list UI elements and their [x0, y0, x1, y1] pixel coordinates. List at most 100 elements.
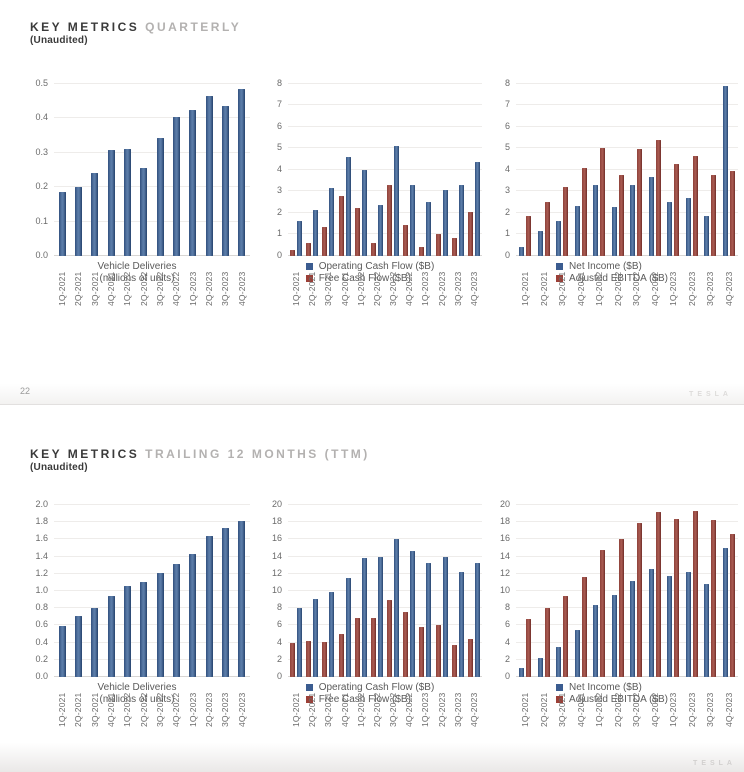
y-axis: 0 2 4 6 8 10 12 14 16 18 20 — [258, 500, 288, 681]
plot: 1Q-2021 2Q-2021 3Q-2021 4Q-2021 1Q-2022 2Q-20… — [54, 504, 250, 727]
x-tick-label: 4Q-2021 — [575, 692, 586, 727]
bar-group — [704, 505, 717, 677]
legend-item: Net Income ($B) — [556, 682, 668, 694]
bar-red-adjusted-ebitda-b — [581, 577, 587, 677]
chart-quarterly-net-income-ebitda: 0 1 2 3 4 5 6 7 8 1Q-2021 2Q-2021 3Q-2021 4Q-2021 1Q-… — [486, 79, 738, 306]
bar-red-free-cash-flow-b — [435, 234, 441, 256]
grid-line — [54, 504, 250, 505]
y-tick-label: 0.0 — [35, 671, 48, 681]
bar-group — [205, 84, 213, 256]
x-tick-label: 1Q-2023 — [668, 692, 679, 727]
category-column: 4Q-2023 — [720, 84, 739, 306]
x-tick-label: 2Q-2023 — [686, 271, 697, 306]
grid-line — [288, 573, 482, 574]
x-tick-label: 2Q-2022 — [371, 692, 382, 727]
chart-axis-title: Vehicle Deliveries (millions of units) — [24, 682, 250, 706]
bar-red-free-cash-flow-b — [338, 634, 344, 677]
bar-group — [685, 84, 698, 256]
bar-red-free-cash-flow-b — [322, 642, 328, 677]
bar-blue-vehicle-deliveries — [205, 536, 213, 677]
y-tick-label: 10 — [271, 585, 282, 595]
category-column: 2Q-2021 — [535, 84, 554, 306]
y-tick-label: 5 — [276, 142, 282, 152]
legend-item: Free Cash Flow ($B) — [305, 694, 435, 706]
legend-swatch-red — [556, 274, 564, 282]
bar-blue-operating-cash-flow-b — [361, 558, 367, 677]
y-tick-label: 1.0 — [35, 585, 48, 595]
slide-subtitle: (Unaudited) — [30, 35, 88, 46]
bar-red-free-cash-flow-b — [338, 196, 344, 256]
category-column: 3Q-2023 — [450, 505, 466, 727]
bar-red-adjusted-ebitda-b — [729, 534, 735, 677]
bar-group — [704, 84, 717, 256]
bar-blue-operating-cash-flow-b — [313, 599, 319, 677]
bar-blue-vehicle-deliveries — [221, 528, 229, 677]
bar-blue-operating-cash-flow-b — [394, 146, 400, 256]
category-column: 4Q-2022 — [646, 505, 665, 727]
x-tick-label: 1Q-2023 — [420, 692, 431, 727]
bar-red-free-cash-flow-b — [306, 641, 312, 677]
plot: 1Q-2021 2Q-2021 3Q-2021 4Q-2021 1Q-2022 2Q-20… — [516, 83, 738, 306]
category-column: 3Q-2022 — [627, 84, 646, 306]
x-tick-label: 3Q-2023 — [220, 692, 231, 727]
bar-blue-net-income-b — [704, 584, 710, 677]
grid-line — [516, 504, 738, 505]
bar-group — [630, 84, 643, 256]
legend-label: Net Income ($B) — [569, 682, 642, 693]
bar-blue-operating-cash-flow-b — [329, 188, 335, 256]
bar-red-free-cash-flow-b — [419, 627, 425, 677]
y-tick-label: 0.8 — [35, 602, 48, 612]
grid-line — [288, 590, 482, 591]
legend-swatch-red — [305, 274, 313, 282]
bar-red-free-cash-flow-b — [354, 208, 360, 256]
category-column: 4Q-2021 — [572, 84, 591, 306]
chart-legend: Operating Cash Flow ($B) Free Cash Flow (… — [305, 261, 434, 284]
bar-group — [322, 505, 335, 677]
category-column: 2Q-2021 — [535, 505, 554, 727]
y-tick-label: 16 — [271, 533, 282, 543]
bar-blue-net-income-b — [648, 177, 654, 256]
grid-line — [54, 538, 250, 539]
bar-blue-vehicle-deliveries — [205, 96, 213, 256]
legend-swatch-blue — [305, 684, 313, 692]
x-tick-label: 3Q-2021 — [557, 271, 568, 306]
bar-blue-operating-cash-flow-b — [442, 557, 448, 677]
category-column: 4Q-2021 — [572, 505, 591, 727]
x-tick-label: 1Q-2023 — [668, 271, 679, 306]
x-tick-label: 2Q-2023 — [436, 271, 447, 306]
x-tick-label: 2Q-2021 — [538, 692, 549, 727]
grid-line — [516, 212, 738, 213]
category-column: 3Q-2023 — [701, 84, 720, 306]
x-tick-label: 4Q-2021 — [339, 692, 350, 727]
grid-line — [288, 538, 482, 539]
x-tick-label: 4Q-2023 — [723, 271, 734, 306]
category-column: 2Q-2023 — [201, 505, 217, 727]
bar-group — [58, 505, 66, 677]
bar-blue-vehicle-deliveries — [91, 173, 99, 256]
x-axis-line — [516, 255, 738, 256]
bar-blue-vehicle-deliveries — [172, 117, 180, 256]
bar-blue-net-income-b — [722, 86, 728, 256]
grid-line — [516, 642, 738, 643]
y-tick-label: 1.2 — [35, 568, 48, 578]
grid-line — [516, 233, 738, 234]
bar-group — [451, 505, 464, 677]
bar-group — [189, 84, 197, 256]
bar-group — [451, 84, 464, 256]
x-tick-label: 4Q-2021 — [106, 271, 117, 306]
bar-red-adjusted-ebitda-b — [674, 164, 680, 256]
legend-label: Adjusted EBITDA ($B) — [569, 693, 668, 705]
bar-blue-net-income-b — [722, 548, 728, 677]
bar-group — [123, 84, 131, 256]
y-tick-label: 2 — [504, 207, 510, 217]
y-axis: 0.0 0.2 0.4 0.6 0.8 1.0 1.2 1.4 1.6 1.8 2.0 — [24, 500, 54, 681]
x-tick-label: 3Q-2023 — [220, 271, 231, 306]
page-number: 22 — [20, 386, 31, 396]
grid-line — [54, 607, 250, 608]
category-column: 3Q-2022 — [152, 505, 168, 727]
bar-blue-vehicle-deliveries — [140, 582, 148, 677]
bar-red-free-cash-flow-b — [290, 643, 296, 677]
x-tick-label: 2Q-2022 — [138, 271, 149, 306]
bar-red-free-cash-flow-b — [451, 238, 457, 256]
category-column: 2Q-2021 — [70, 505, 86, 727]
